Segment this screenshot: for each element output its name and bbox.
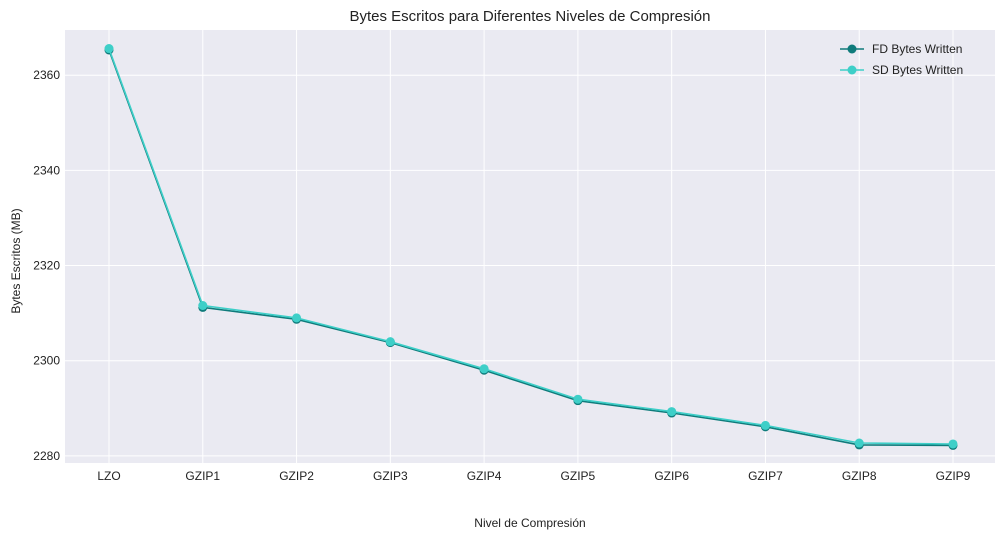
plot-area — [65, 30, 995, 463]
y-tick-label: 2340 — [33, 163, 60, 177]
chart-title: Bytes Escritos para Diferentes Niveles d… — [350, 8, 711, 25]
data-point — [479, 364, 489, 374]
y-tick-label: 2360 — [33, 68, 60, 82]
data-point — [667, 407, 677, 417]
legend: FD Bytes Written SD Bytes Written — [840, 42, 963, 77]
y-tick-label: 2320 — [33, 259, 60, 273]
x-tick-label: GZIP5 — [561, 469, 596, 483]
x-tick-label: LZO — [97, 469, 120, 483]
data-point — [198, 301, 208, 311]
x-tick-label: GZIP2 — [279, 469, 314, 483]
gridlines — [65, 30, 995, 463]
x-tick-label: GZIP9 — [936, 469, 971, 483]
data-point — [385, 337, 395, 347]
legend-label: SD Bytes Written — [872, 63, 963, 77]
x-tick-label: GZIP6 — [654, 469, 689, 483]
data-point — [104, 44, 114, 54]
y-tick-label: 2280 — [33, 449, 60, 463]
series-line — [108, 49, 954, 447]
legend-label: FD Bytes Written — [872, 42, 962, 56]
x-tick-label: GZIP3 — [373, 469, 408, 483]
series-line — [108, 48, 954, 445]
data-point — [573, 394, 583, 404]
data-point — [948, 439, 958, 449]
x-tick-labels: LZO GZIP1 GZIP2 GZIP3 GZIP4 GZIP5 GZIP6 GZIP7 GZ… — [97, 469, 970, 483]
series-layer — [104, 44, 958, 450]
y-axis-label: Bytes Escritos (MB) — [9, 208, 23, 313]
x-tick-label: GZIP7 — [748, 469, 783, 483]
y-tick-label: 2300 — [33, 354, 60, 368]
series-1 — [104, 44, 958, 449]
y-tick-labels: 2280 2300 2320 2340 2360 — [33, 68, 60, 463]
data-point — [854, 438, 864, 448]
legend-marker — [847, 44, 857, 54]
data-point — [292, 313, 302, 323]
x-tick-label: GZIP8 — [842, 469, 877, 483]
legend-marker — [847, 65, 857, 75]
x-axis-label: Nivel de Compresión — [474, 516, 585, 530]
x-tick-label: GZIP4 — [467, 469, 502, 483]
data-point — [760, 420, 770, 430]
x-tick-label: GZIP1 — [185, 469, 220, 483]
